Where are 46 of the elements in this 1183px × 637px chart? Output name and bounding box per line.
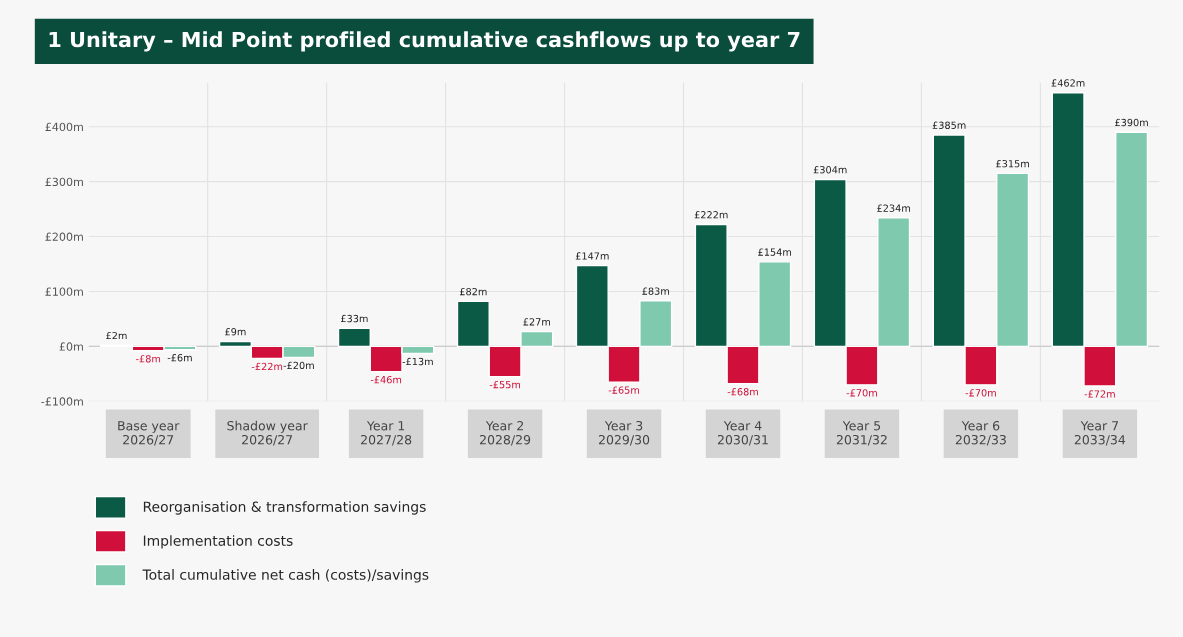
data-label: £147m xyxy=(575,252,609,260)
data-label: £390m xyxy=(1115,118,1148,127)
chart-title: 1 Unitary – Mid Point profiled cumulative cashflows up to year 7 xyxy=(49,31,800,52)
data-label: £27m xyxy=(523,318,550,326)
x-tick-label: Year 6 2032/33 xyxy=(955,420,1006,446)
x-tick-label: Year 2 2028/29 xyxy=(480,420,531,446)
data-label: -£22m xyxy=(251,362,283,371)
data-label: £2m xyxy=(106,331,127,340)
y-tick-label: £300m xyxy=(45,177,83,187)
data-label: -£68m xyxy=(727,388,758,396)
data-label: £385m xyxy=(932,121,966,129)
data-label: -£65m xyxy=(608,386,639,394)
data-label: -£70m xyxy=(965,389,996,397)
y-tick-label: £400m xyxy=(45,122,83,132)
data-label: £82m xyxy=(459,287,487,296)
x-tick-label: Shadow year 2026/27 xyxy=(227,420,308,446)
data-label: £234m xyxy=(877,204,910,212)
data-label: £154m xyxy=(758,248,791,256)
x-tick-label: Year 1 2027/28 xyxy=(361,421,412,446)
y-tick-label: £0m xyxy=(59,342,83,351)
data-label: -£20m xyxy=(283,361,314,370)
data-label: -£55m xyxy=(489,380,521,389)
x-tick-label: Year 7 2033/34 xyxy=(1074,421,1126,446)
data-label: £462m xyxy=(1051,79,1085,87)
legend-label: Implementation costs xyxy=(143,535,293,549)
data-label: £9m xyxy=(225,328,246,336)
legend-label: Reorganisation & transformation savings xyxy=(143,501,426,515)
y-tick-label: £100m xyxy=(45,287,83,296)
x-tick-label: Year 3 2029/30 xyxy=(598,420,650,446)
data-label: £222m xyxy=(694,211,728,219)
y-tick-label: -£100m xyxy=(41,397,83,406)
data-label: £304m xyxy=(813,166,847,174)
data-label: -£46m xyxy=(370,375,402,384)
data-label: £33m xyxy=(340,314,368,323)
data-label: -£8m xyxy=(136,355,161,363)
x-tick-label: Base year 2026/27 xyxy=(118,421,180,446)
legend-label: Total cumulative net cash (costs)/savings xyxy=(142,569,429,583)
x-tick-label: Year 4 2030/31 xyxy=(717,421,768,446)
data-label: -£13m xyxy=(402,357,433,366)
x-tick-label: Year 5 2031/32 xyxy=(836,421,887,446)
y-tick-label: £200m xyxy=(45,232,83,241)
data-label: -£70m xyxy=(846,389,877,397)
data-label: -£72m xyxy=(1084,390,1115,398)
data-label: £315m xyxy=(996,160,1029,168)
data-label: £83m xyxy=(642,287,669,295)
data-label: -£6m xyxy=(167,354,192,362)
